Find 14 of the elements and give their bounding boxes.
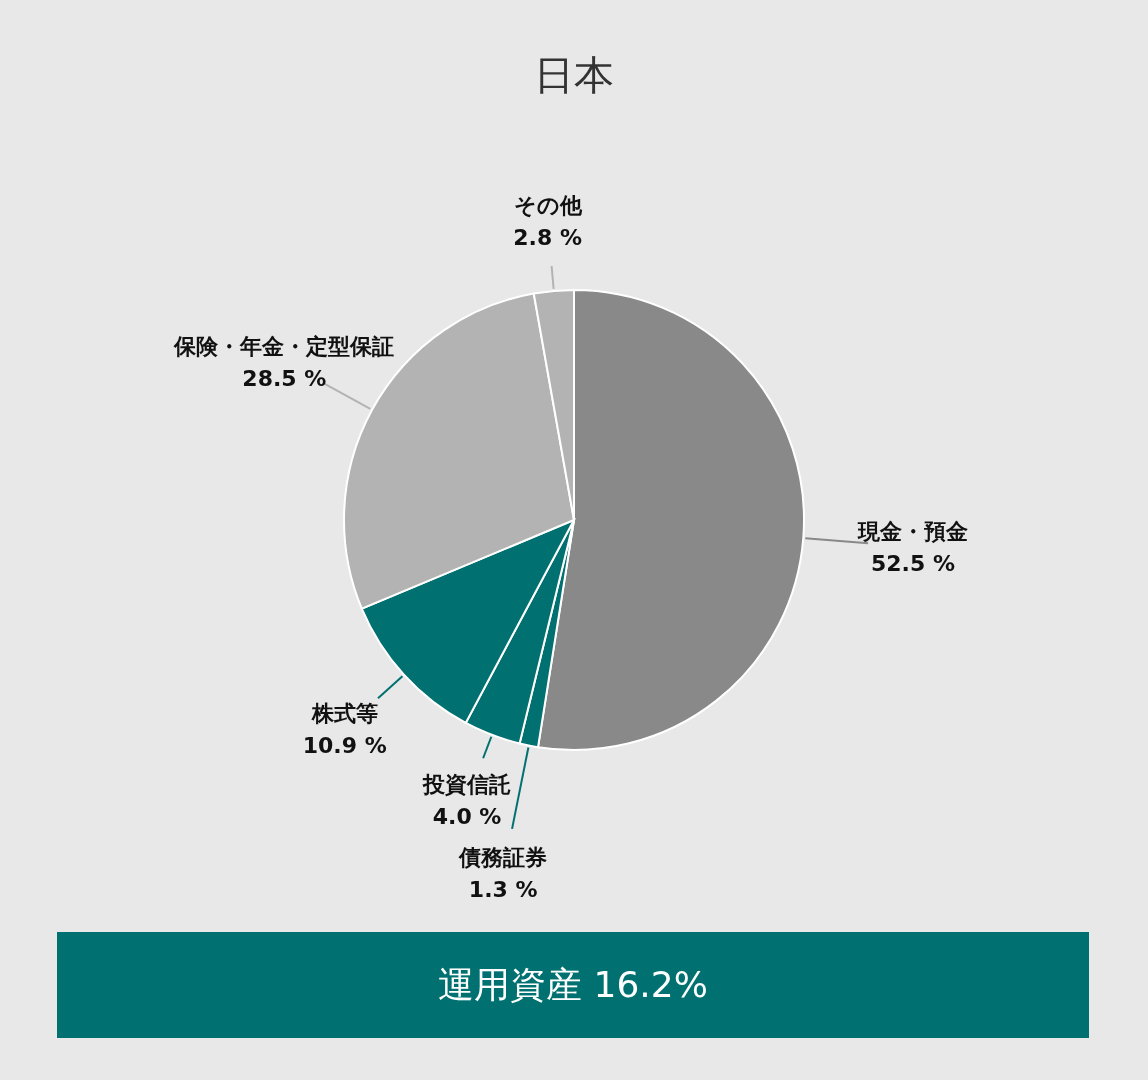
data-label: 4.0 % bbox=[432, 804, 502, 830]
data-label: 28.5 % bbox=[242, 365, 327, 391]
slice-label: その他 bbox=[513, 193, 583, 219]
chart-title: 日本 bbox=[533, 51, 615, 100]
slice-label: 保険・年金・定型保証 bbox=[173, 333, 395, 359]
slice-label: 投資信託 bbox=[422, 772, 512, 798]
slice-label: 株式等 bbox=[310, 700, 378, 726]
slice-label: 債務証券 bbox=[458, 844, 548, 870]
data-label: 52.5 % bbox=[870, 550, 955, 576]
data-label: 1.3 % bbox=[468, 876, 538, 902]
text: 運用資産 16.2% bbox=[57, 932, 1089, 1038]
slice-label: 現金・預金 bbox=[856, 518, 968, 544]
data-label: 10.9 % bbox=[302, 732, 387, 758]
data-label: 2.8 % bbox=[513, 225, 582, 251]
